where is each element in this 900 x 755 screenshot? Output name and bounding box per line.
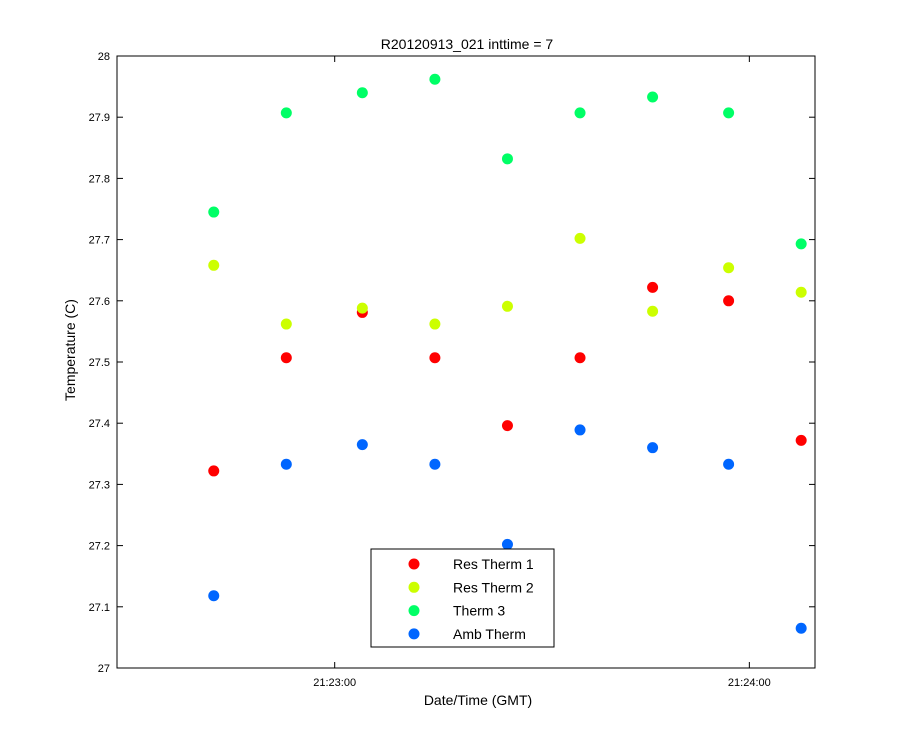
legend: Res Therm 1 Res Therm 2 Therm 3 Amb Therm bbox=[370, 548, 555, 648]
point-res-therm-1 bbox=[574, 352, 586, 364]
point-res-therm-2 bbox=[501, 300, 513, 312]
point-amb-therm bbox=[356, 439, 368, 451]
y-tick-label: 27.4 bbox=[89, 418, 110, 430]
point-amb-therm bbox=[795, 622, 807, 634]
legend-label-amb-therm: Amb Therm bbox=[453, 626, 526, 642]
point-res-therm-1 bbox=[280, 352, 292, 364]
x-tick-label: 21:23:00 bbox=[313, 677, 356, 689]
point-res-therm-2 bbox=[647, 305, 659, 317]
point-res-therm-1 bbox=[723, 295, 735, 307]
point-amb-therm bbox=[574, 424, 586, 436]
point-res-therm-2 bbox=[280, 318, 292, 330]
y-tick-label: 27.9 bbox=[89, 112, 110, 124]
y-tick-label: 28 bbox=[98, 51, 110, 63]
point-res-therm-1 bbox=[429, 352, 441, 364]
y-tick-label: 27.3 bbox=[89, 479, 110, 491]
point-res-therm-1 bbox=[647, 281, 659, 293]
legend-marker-therm-3 bbox=[408, 605, 420, 617]
y-tick-label: 27.2 bbox=[89, 541, 110, 553]
point-res-therm-1 bbox=[208, 465, 220, 477]
point-res-therm-2 bbox=[208, 259, 220, 271]
y-axis-ticks: 27 27.1 27.2 27.3 27.4 27.5 27.6 27.7 27.8 27.9 28 bbox=[89, 51, 815, 675]
point-therm-3 bbox=[429, 73, 441, 85]
data-points bbox=[208, 73, 807, 634]
point-res-therm-1 bbox=[501, 420, 513, 432]
y-tick-label: 27.8 bbox=[89, 173, 110, 185]
point-res-therm-2 bbox=[356, 302, 368, 314]
y-tick-label: 27 bbox=[98, 663, 110, 675]
point-therm-3 bbox=[356, 87, 368, 99]
y-tick-label: 27.1 bbox=[89, 602, 110, 614]
legend-marker-amb-therm bbox=[408, 628, 420, 640]
point-amb-therm bbox=[501, 538, 513, 550]
legend-label-therm-3: Therm 3 bbox=[453, 603, 505, 619]
point-res-therm-2 bbox=[795, 286, 807, 298]
plot-area bbox=[116, 55, 816, 669]
point-amb-therm bbox=[429, 458, 441, 470]
x-axis-label: Date/Time (GMT) bbox=[424, 692, 532, 708]
point-therm-3 bbox=[574, 107, 586, 119]
point-res-therm-2 bbox=[574, 232, 586, 244]
point-therm-3 bbox=[280, 107, 292, 119]
point-amb-therm bbox=[208, 590, 220, 602]
point-amb-therm bbox=[647, 442, 659, 454]
point-amb-therm bbox=[280, 458, 292, 470]
y-tick-label: 27.7 bbox=[89, 235, 110, 247]
point-therm-3 bbox=[501, 153, 513, 165]
x-tick-label: 21:24:00 bbox=[728, 677, 771, 689]
y-axis-label: Temperature (C) bbox=[62, 299, 78, 401]
legend-label-res-therm-1: Res Therm 1 bbox=[453, 556, 534, 572]
point-res-therm-2 bbox=[429, 318, 441, 330]
point-therm-3 bbox=[723, 107, 735, 119]
legend-marker-res-therm-2 bbox=[408, 581, 420, 593]
y-tick-label: 27.5 bbox=[89, 357, 110, 369]
point-res-therm-2 bbox=[723, 262, 735, 274]
point-therm-3 bbox=[795, 238, 807, 250]
point-res-therm-1 bbox=[795, 434, 807, 446]
y-tick-label: 27.6 bbox=[89, 296, 110, 308]
point-therm-3 bbox=[647, 91, 659, 103]
point-amb-therm bbox=[723, 458, 735, 470]
legend-marker-res-therm-1 bbox=[408, 558, 420, 570]
legend-entries: Res Therm 1 Res Therm 2 Therm 3 Amb Therm bbox=[408, 556, 534, 642]
chart-title: R20120913_021 inttime = 7 bbox=[381, 36, 554, 52]
x-axis-ticks: 21:23:00 21:24:00 bbox=[313, 56, 771, 689]
point-therm-3 bbox=[208, 206, 220, 218]
legend-box bbox=[370, 548, 555, 648]
legend-label-res-therm-2: Res Therm 2 bbox=[453, 579, 534, 595]
